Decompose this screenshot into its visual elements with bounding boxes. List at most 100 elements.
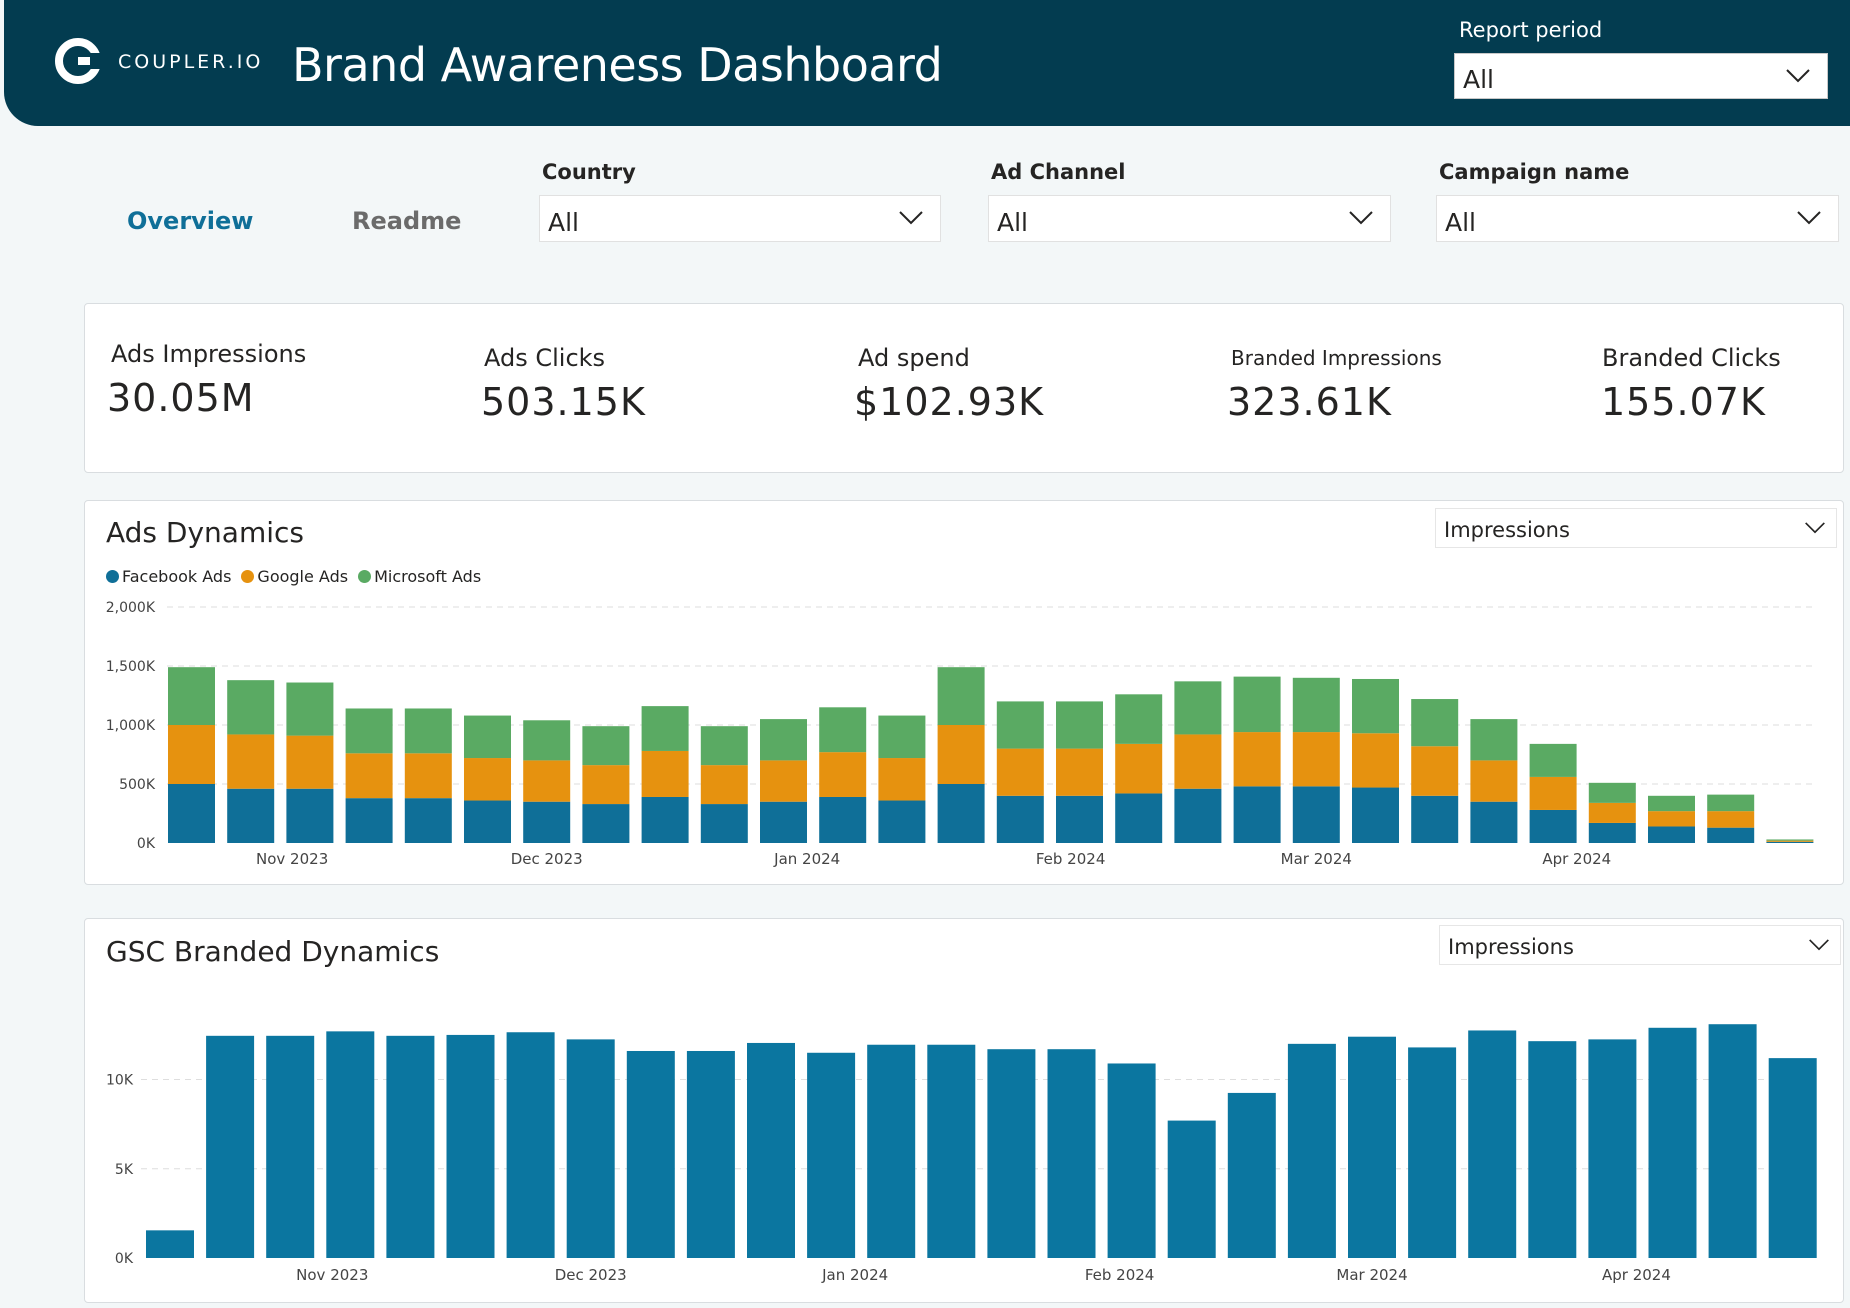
bar-google-ads [996,748,1044,796]
bar-microsoft-ads [464,715,511,759]
ads-metric-value: Impressions [1444,518,1570,542]
bar-facebook-ads [1056,795,1103,843]
bar-microsoft-ads [404,708,452,754]
bar-impressions [686,1050,735,1258]
bar-microsoft-ads [582,726,630,766]
x-tick-label: Mar 2024 [1336,1266,1407,1284]
report-period-value: All [1463,65,1494,94]
bar-google-ads [1233,732,1281,787]
bar-microsoft-ads [641,706,689,751]
legend-item-microsoft[interactable]: Microsoft Ads [358,567,481,586]
kpi-value: 503.15K [481,380,646,424]
legend-item-facebook[interactable]: Facebook Ads [106,567,231,586]
bar-facebook-ads [404,798,452,843]
bar-impressions [1528,1041,1577,1258]
bar-impressions [1408,1047,1457,1258]
bar-facebook-ads [641,796,689,843]
bar-facebook-ads [1292,786,1340,843]
bar-facebook-ads [227,788,275,843]
legend-item-google[interactable]: Google Ads [241,567,348,586]
x-tick-label: Mar 2024 [1281,850,1352,868]
legend-dot-icon [106,570,119,583]
country-filter-select[interactable]: All [539,195,941,242]
bar-impressions [386,1035,435,1258]
bar-impressions [1047,1049,1096,1258]
kpi-label: Ads Impressions [111,340,307,368]
x-tick-label: Nov 2023 [256,850,328,868]
gsc-metric-value: Impressions [1448,935,1574,959]
bar-google-ads [404,753,452,799]
bar-impressions [446,1034,495,1258]
bar-facebook-ads [1588,822,1636,843]
bar-google-ads [1352,733,1399,788]
bar-google-ads [582,765,630,805]
bar-impressions [206,1035,255,1258]
bar-microsoft-ads [700,726,748,766]
kpi-value: 155.07K [1601,380,1766,424]
coupler-logo-icon [55,38,102,84]
bar-facebook-ads [760,801,807,843]
bar-facebook-ads [582,804,630,843]
chevron-down-icon [1805,522,1825,534]
tab-overview[interactable]: Overview [127,207,254,235]
bar-microsoft-ads [819,707,867,753]
bar-facebook-ads [1174,788,1222,843]
bar-facebook-ads [168,784,215,843]
x-tick-label: Jan 2024 [773,850,840,868]
bar-facebook-ads [1411,795,1459,843]
bar-impressions [326,1031,375,1258]
gsc-dynamics-chart: 0K 5K 10K Nov 2023 Dec 2023 Jan 2024 Feb 2024 M… [106,1024,1817,1284]
y-tick-label: 0K [137,836,156,852]
bar-impressions [1708,1024,1757,1258]
campaign-filter-select[interactable]: All [1436,195,1839,242]
bar-google-ads [819,752,867,797]
bar-impressions [1287,1043,1336,1258]
bar-impressions [566,1039,615,1258]
country-filter-label: Country [542,160,636,184]
bar-impressions [987,1049,1036,1258]
ads-dynamics-chart: 0K 500K 1,000K 1,500K 2,000K Nov 2023 Dec 2023… [106,600,1815,868]
legend-label: Facebook Ads [122,567,232,586]
bar-microsoft-ads [1648,795,1695,812]
bar-impressions [1648,1027,1697,1258]
y-tick-label: 10K [106,1073,134,1089]
y-tick-label: 1,500K [106,659,156,675]
kpi-value: 30.05M [107,376,255,420]
x-tick-label: Dec 2023 [555,1266,627,1284]
kpi-ads-impressions: Ads Impressions 30.05M [107,340,307,420]
bar-impressions [506,1032,555,1258]
kpi-label: Branded Clicks [1602,344,1781,372]
bar-google-ads [937,725,985,784]
gsc-metric-select[interactable]: Impressions [1439,925,1841,965]
campaign-filter-value: All [1445,208,1476,237]
bar-microsoft-ads [760,719,807,761]
bar-impressions [807,1052,856,1258]
report-period-select[interactable]: All [1454,53,1828,99]
bar-microsoft-ads [937,667,985,725]
bar-facebook-ads [1648,826,1695,843]
legend-dot-icon [358,570,372,583]
tab-readme[interactable]: Readme [352,207,462,235]
bar-microsoft-ads [227,680,275,735]
page-title: Brand Awareness Dashboard [292,38,943,92]
bar-google-ads [227,734,275,789]
bar-impressions [1768,1058,1817,1258]
bar-facebook-ads [523,801,571,843]
x-tick-label: Feb 2024 [1036,850,1106,868]
bar-microsoft-ads [286,682,334,736]
bar-google-ads [464,758,511,801]
ad-channel-filter-select[interactable]: All [988,195,1391,242]
chevron-down-icon [1349,211,1373,225]
bar-google-ads [1174,734,1222,789]
ads-metric-select[interactable]: Impressions [1435,508,1837,548]
legend-label: Microsoft Ads [374,567,482,586]
bar-impressions [867,1044,916,1258]
y-tick-label: 1,000K [106,718,156,734]
kpi-branded-impressions: Branded Impressions 323.61K [1227,346,1442,424]
bar-impressions [1107,1063,1156,1258]
kpi-label: Ads Clicks [484,344,606,372]
bar-facebook-ads [464,800,511,843]
bar-google-ads [1056,748,1103,796]
gsc-dynamics-title: GSC Branded Dynamics [106,935,440,968]
gsc-dynamics-card: GSC Branded Dynamics Impressions 0K 5K 10K… [84,918,1844,1303]
